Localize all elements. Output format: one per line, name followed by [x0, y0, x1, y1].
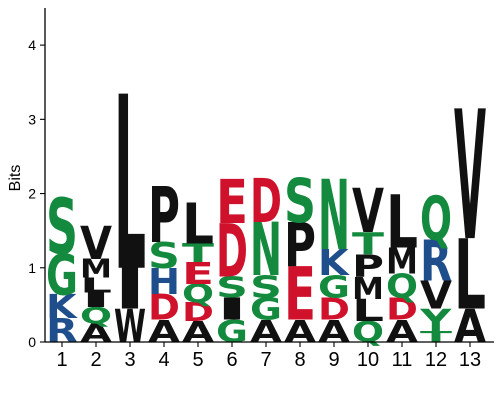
x-tick-label: 13	[459, 349, 481, 371]
x-tick-label: 1	[56, 349, 67, 371]
y-axis-label: Bits	[7, 165, 24, 192]
logo-letter-n: N	[250, 208, 282, 293]
logo-letter-s: S	[250, 269, 282, 304]
x-tick-label: 12	[425, 349, 447, 371]
x-tick-label: 3	[124, 349, 135, 371]
logo-letter-d: D	[148, 287, 180, 328]
logo-letter-l: L	[352, 293, 384, 329]
logo-letter-q: Q	[80, 303, 112, 329]
y-tick-label: 3	[28, 111, 36, 127]
x-tick-label: 4	[158, 349, 169, 371]
logo-letter-k: K	[46, 288, 79, 327]
logo-letter-v: V	[80, 218, 112, 270]
y-tick-label: 1	[28, 260, 36, 276]
logo-letter-e: E	[182, 256, 214, 291]
logo-letter-d: D	[182, 298, 214, 328]
logo-letter-g: G	[318, 270, 350, 305]
logo-letter-l: L	[114, 46, 146, 324]
logo-letter-h: H	[148, 261, 180, 302]
x-tick-label: 10	[357, 349, 379, 371]
logo-letter-q: Q	[182, 279, 214, 309]
logo-letter-p: P	[148, 171, 180, 261]
logo-letter-m: M	[80, 254, 112, 284]
logo-letter-i: I	[114, 258, 146, 323]
x-tick-label: 9	[328, 349, 339, 371]
logo-letter-q: Q	[420, 183, 452, 254]
logo-letter-l: L	[454, 221, 486, 333]
logo-letter-m: M	[386, 241, 418, 282]
x-tick-label: 5	[192, 349, 203, 371]
logo-letter-d: D	[318, 293, 350, 328]
logo-letter-m: M	[352, 272, 384, 307]
logo-letter-e: E	[216, 167, 248, 238]
logo-letter-i: I	[216, 292, 248, 327]
logo-letter-n: N	[318, 161, 350, 273]
logo-letter-t: T	[352, 227, 384, 262]
y-tick-label: 4	[28, 37, 36, 53]
logo-letter-e: E	[284, 253, 316, 338]
logo-letter-l: L	[386, 180, 418, 265]
logo-letter-k: K	[318, 242, 351, 284]
logo-letter-l: L	[182, 192, 214, 257]
logo-letter-g: G	[250, 293, 282, 328]
logo-letter-l: L	[80, 274, 112, 298]
y-tick-label: 0	[28, 334, 36, 350]
logo-letter-v: V	[420, 274, 452, 318]
logo-letter-s: S	[284, 165, 316, 237]
logo-letter-g: G	[46, 243, 78, 308]
logo-letter-d: D	[250, 167, 282, 238]
y-tick-label: 2	[28, 186, 36, 202]
x-tick-label: 11	[392, 349, 413, 371]
logo-letter-s: S	[46, 183, 78, 272]
logo-letter-s: S	[216, 271, 248, 305]
logo-letter-y: Y	[419, 303, 452, 338]
x-tick-label: 8	[294, 349, 305, 371]
logo-letter-i: I	[80, 288, 112, 312]
logo-letter-p: P	[352, 248, 384, 284]
logo-letter-v: V	[352, 177, 385, 247]
logo-letter-t: T	[182, 238, 214, 268]
logo-letter-r: R	[420, 228, 452, 294]
logo-letter-s: S	[148, 236, 180, 277]
x-tick-label: 6	[226, 349, 237, 371]
logo-letter-d: D	[386, 293, 418, 328]
logo-letter-d: D	[216, 209, 248, 294]
logo-letter-v: V	[454, 74, 486, 281]
x-tick-label: 2	[90, 349, 101, 371]
logo-letter-p: P	[284, 210, 316, 281]
logo-letter-q: Q	[386, 268, 418, 306]
x-tick-label: 7	[260, 349, 271, 371]
